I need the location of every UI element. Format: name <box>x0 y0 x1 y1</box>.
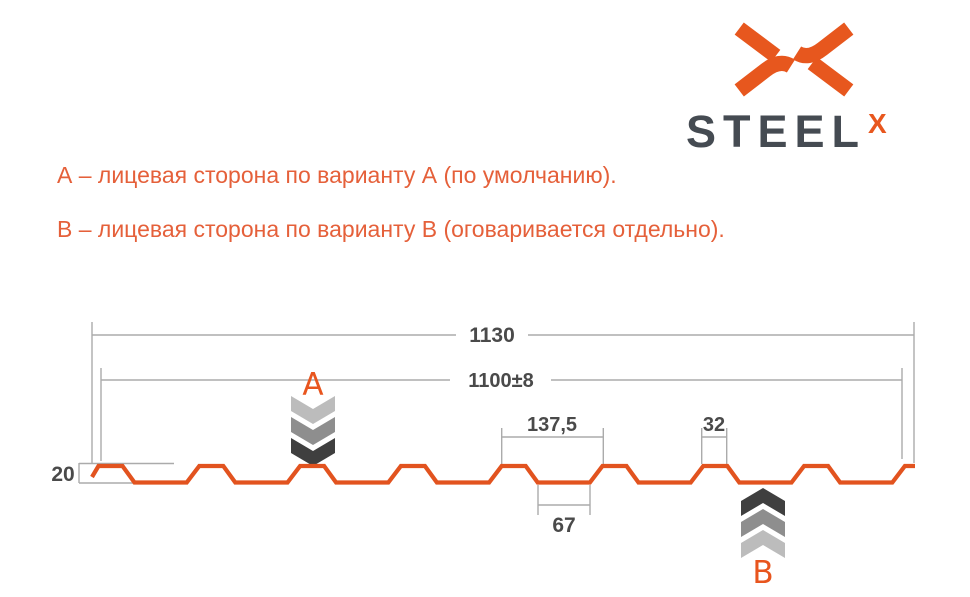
side-b-chevrons-icon <box>741 488 785 558</box>
side-a-label: А <box>302 367 323 403</box>
profile-sheet-diagram: 1130 1100±8 137,5 32 <box>51 322 915 591</box>
dim-valley-width: 67 <box>537 485 591 537</box>
side-b-label: В <box>752 555 773 591</box>
logo-arm-top-left <box>734 22 781 63</box>
side-a-chevrons-icon <box>291 396 335 466</box>
steelx-x-icon <box>734 22 854 97</box>
brand-wordmark: STEELX <box>686 106 887 158</box>
dim-rib-top-width: 32 <box>701 414 728 464</box>
logo-arm-top-right <box>792 22 854 64</box>
logo-arm-bottom-right <box>807 56 854 97</box>
dim-rib-pitch-label: 137,5 <box>527 414 577 436</box>
profile-outline <box>90 463 915 485</box>
dim-profile-height-label: 20 <box>51 463 74 486</box>
brand-logo: STEELX <box>686 14 916 157</box>
dim-rib-pitch: 137,5 <box>501 414 604 464</box>
dim-valley-width-label: 67 <box>552 514 575 537</box>
dim-overall-width-label: 1130 <box>469 324 515 347</box>
dim-working-width-label: 1100±8 <box>468 370 534 392</box>
note-variant-a: А – лицевая сторона по варианту А (по ум… <box>57 162 617 188</box>
brand-wordmark-text: STEEL <box>686 106 867 157</box>
note-variant-b: В – лицевая сторона по варианту В (огова… <box>57 216 725 242</box>
brand-wordmark-sup: X <box>868 108 887 139</box>
dim-rib-top-width-label: 32 <box>703 414 725 436</box>
logo-arm-bottom-left <box>734 55 796 97</box>
dim-working-width: 1100±8 <box>100 368 903 461</box>
dim-overall-width: 1130 <box>91 322 915 463</box>
dim-profile-height: 20 <box>51 462 174 486</box>
